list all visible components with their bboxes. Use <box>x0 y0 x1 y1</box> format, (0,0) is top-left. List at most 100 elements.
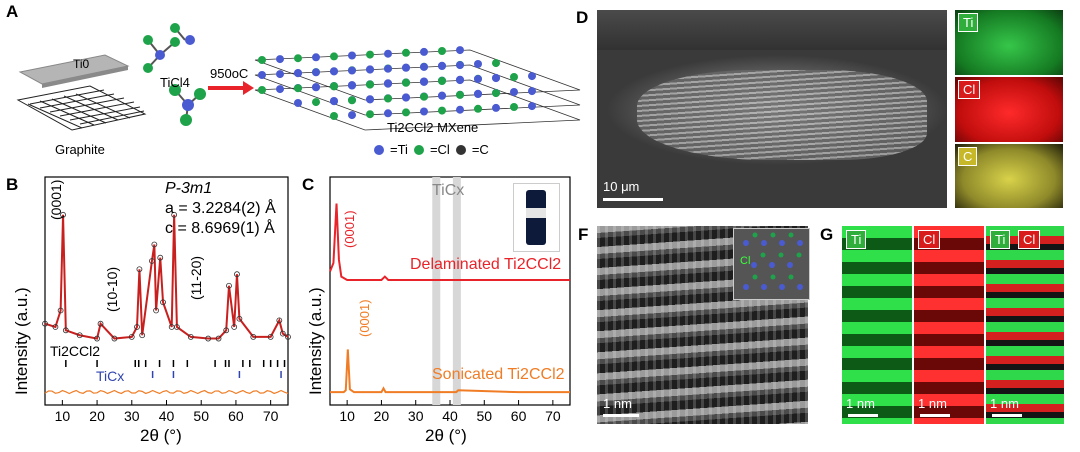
peak-label-red: (0001) <box>342 210 357 248</box>
ti-atom <box>258 71 266 79</box>
ti-atom <box>330 97 338 106</box>
data-point <box>205 335 212 342</box>
ti-atom <box>366 65 374 74</box>
x-tick-label: 60 <box>228 408 244 424</box>
ti-atom <box>276 70 284 79</box>
panel-label-a: A <box>6 2 19 21</box>
phase-label-ticx: TiCx <box>96 368 125 384</box>
ti-atom <box>420 77 428 86</box>
ti-atom <box>330 67 338 76</box>
inset-cl-label: Cl <box>740 255 751 267</box>
cl-atom <box>456 90 464 99</box>
eels-scale-label-3: 1 nm <box>990 396 1019 411</box>
ti-atom <box>420 62 428 71</box>
series-label-sonicated: Sonicated Ti2CCl2 <box>432 366 565 383</box>
xlabel-b: 2θ (°) <box>140 426 182 445</box>
cl-atom <box>438 47 446 55</box>
legend-c: =C <box>471 142 489 157</box>
panel-a-schematic <box>16 23 581 131</box>
ti-atom <box>276 55 284 64</box>
data-point <box>111 335 118 342</box>
x-tick-label: 30 <box>408 408 424 424</box>
eels-scale-bar-1 <box>848 414 878 417</box>
data-point <box>128 333 135 340</box>
x-tick-label: 60 <box>511 408 527 424</box>
legend-cl: =Cl <box>429 142 450 157</box>
panel-label-d: D <box>576 8 589 27</box>
eels-map-ti <box>842 226 912 424</box>
cl-atom <box>312 98 320 107</box>
x-tick-label: 10 <box>55 408 71 424</box>
ti-atom <box>348 111 356 120</box>
ti-atom <box>312 53 320 62</box>
data-point <box>285 333 291 340</box>
cl-atom <box>294 54 302 63</box>
data-point <box>52 324 59 330</box>
peak-label-0001: (0001) <box>48 179 64 220</box>
ti-atom <box>492 103 500 112</box>
data-point <box>149 258 155 264</box>
data-point <box>231 324 238 330</box>
ti-atom <box>294 69 302 78</box>
eds-chip-ti: Ti <box>958 13 979 32</box>
eels-chip-ti-overlay: Ti <box>990 230 1011 249</box>
ti0-label: Ti0 <box>73 57 90 71</box>
c-dot-icon <box>455 144 466 155</box>
ti-atom <box>294 99 302 107</box>
ti-atom <box>456 105 464 114</box>
peak-label-11-20: (11-20) <box>188 255 204 300</box>
atom-legend: =Ti =Cl =C <box>374 142 489 157</box>
data-point <box>223 327 230 334</box>
ti-atom <box>456 61 464 70</box>
cl-atom <box>330 52 338 61</box>
panel-label-g: G <box>820 225 834 244</box>
stem-scale-label: 1 nm <box>603 396 632 411</box>
stem-inset <box>733 228 810 300</box>
data-point <box>151 241 158 248</box>
panel-label-c: C <box>302 175 315 194</box>
data-point <box>279 330 286 337</box>
tic-reference-band <box>432 177 441 405</box>
cl-atom <box>258 86 266 94</box>
sem-image <box>597 10 947 208</box>
data-point <box>171 211 178 218</box>
cl-atom <box>402 48 410 57</box>
cl-atom <box>510 103 518 111</box>
panel-label-f: F <box>578 225 589 244</box>
legend-ti: =Ti <box>390 142 408 157</box>
eels-scale-bar-2 <box>920 414 950 417</box>
data-point <box>136 266 143 273</box>
data-point <box>139 332 146 339</box>
series-line <box>329 203 570 281</box>
cl-atom <box>510 73 518 81</box>
x-tick-label: 40 <box>159 408 175 424</box>
eels-map-overlay <box>986 226 1064 424</box>
ti-atom <box>438 62 446 70</box>
x-tick-label: 20 <box>374 408 390 424</box>
ti-atom <box>348 66 356 75</box>
ti-atom <box>276 85 284 94</box>
ti-atom <box>456 76 464 85</box>
ti-atom <box>348 81 356 90</box>
ti-atom <box>528 102 536 111</box>
eels-scale-label-1: 1 nm <box>846 396 875 411</box>
graphite-sheet <box>16 85 147 131</box>
data-point <box>57 307 64 314</box>
data-point <box>267 333 274 340</box>
xlabel-c: 2θ (°) <box>425 426 467 445</box>
data-point <box>236 315 243 322</box>
series-line <box>330 349 570 394</box>
sem-scale-label: 10 μm <box>603 179 640 194</box>
ti-atom <box>528 72 536 81</box>
graphite-label: Graphite <box>55 142 105 157</box>
ti-atom <box>384 79 392 88</box>
ti-atom <box>474 75 482 83</box>
ti-atom <box>348 51 356 60</box>
stem-scale-bar <box>603 414 639 417</box>
data-point <box>234 271 240 278</box>
ti-atom <box>312 68 320 77</box>
ticl4-label: TiCl4 <box>160 75 190 90</box>
eels-scale-label-2: 1 nm <box>918 396 947 411</box>
stem-inset-atoms <box>743 232 803 290</box>
ti-atom <box>420 47 428 56</box>
